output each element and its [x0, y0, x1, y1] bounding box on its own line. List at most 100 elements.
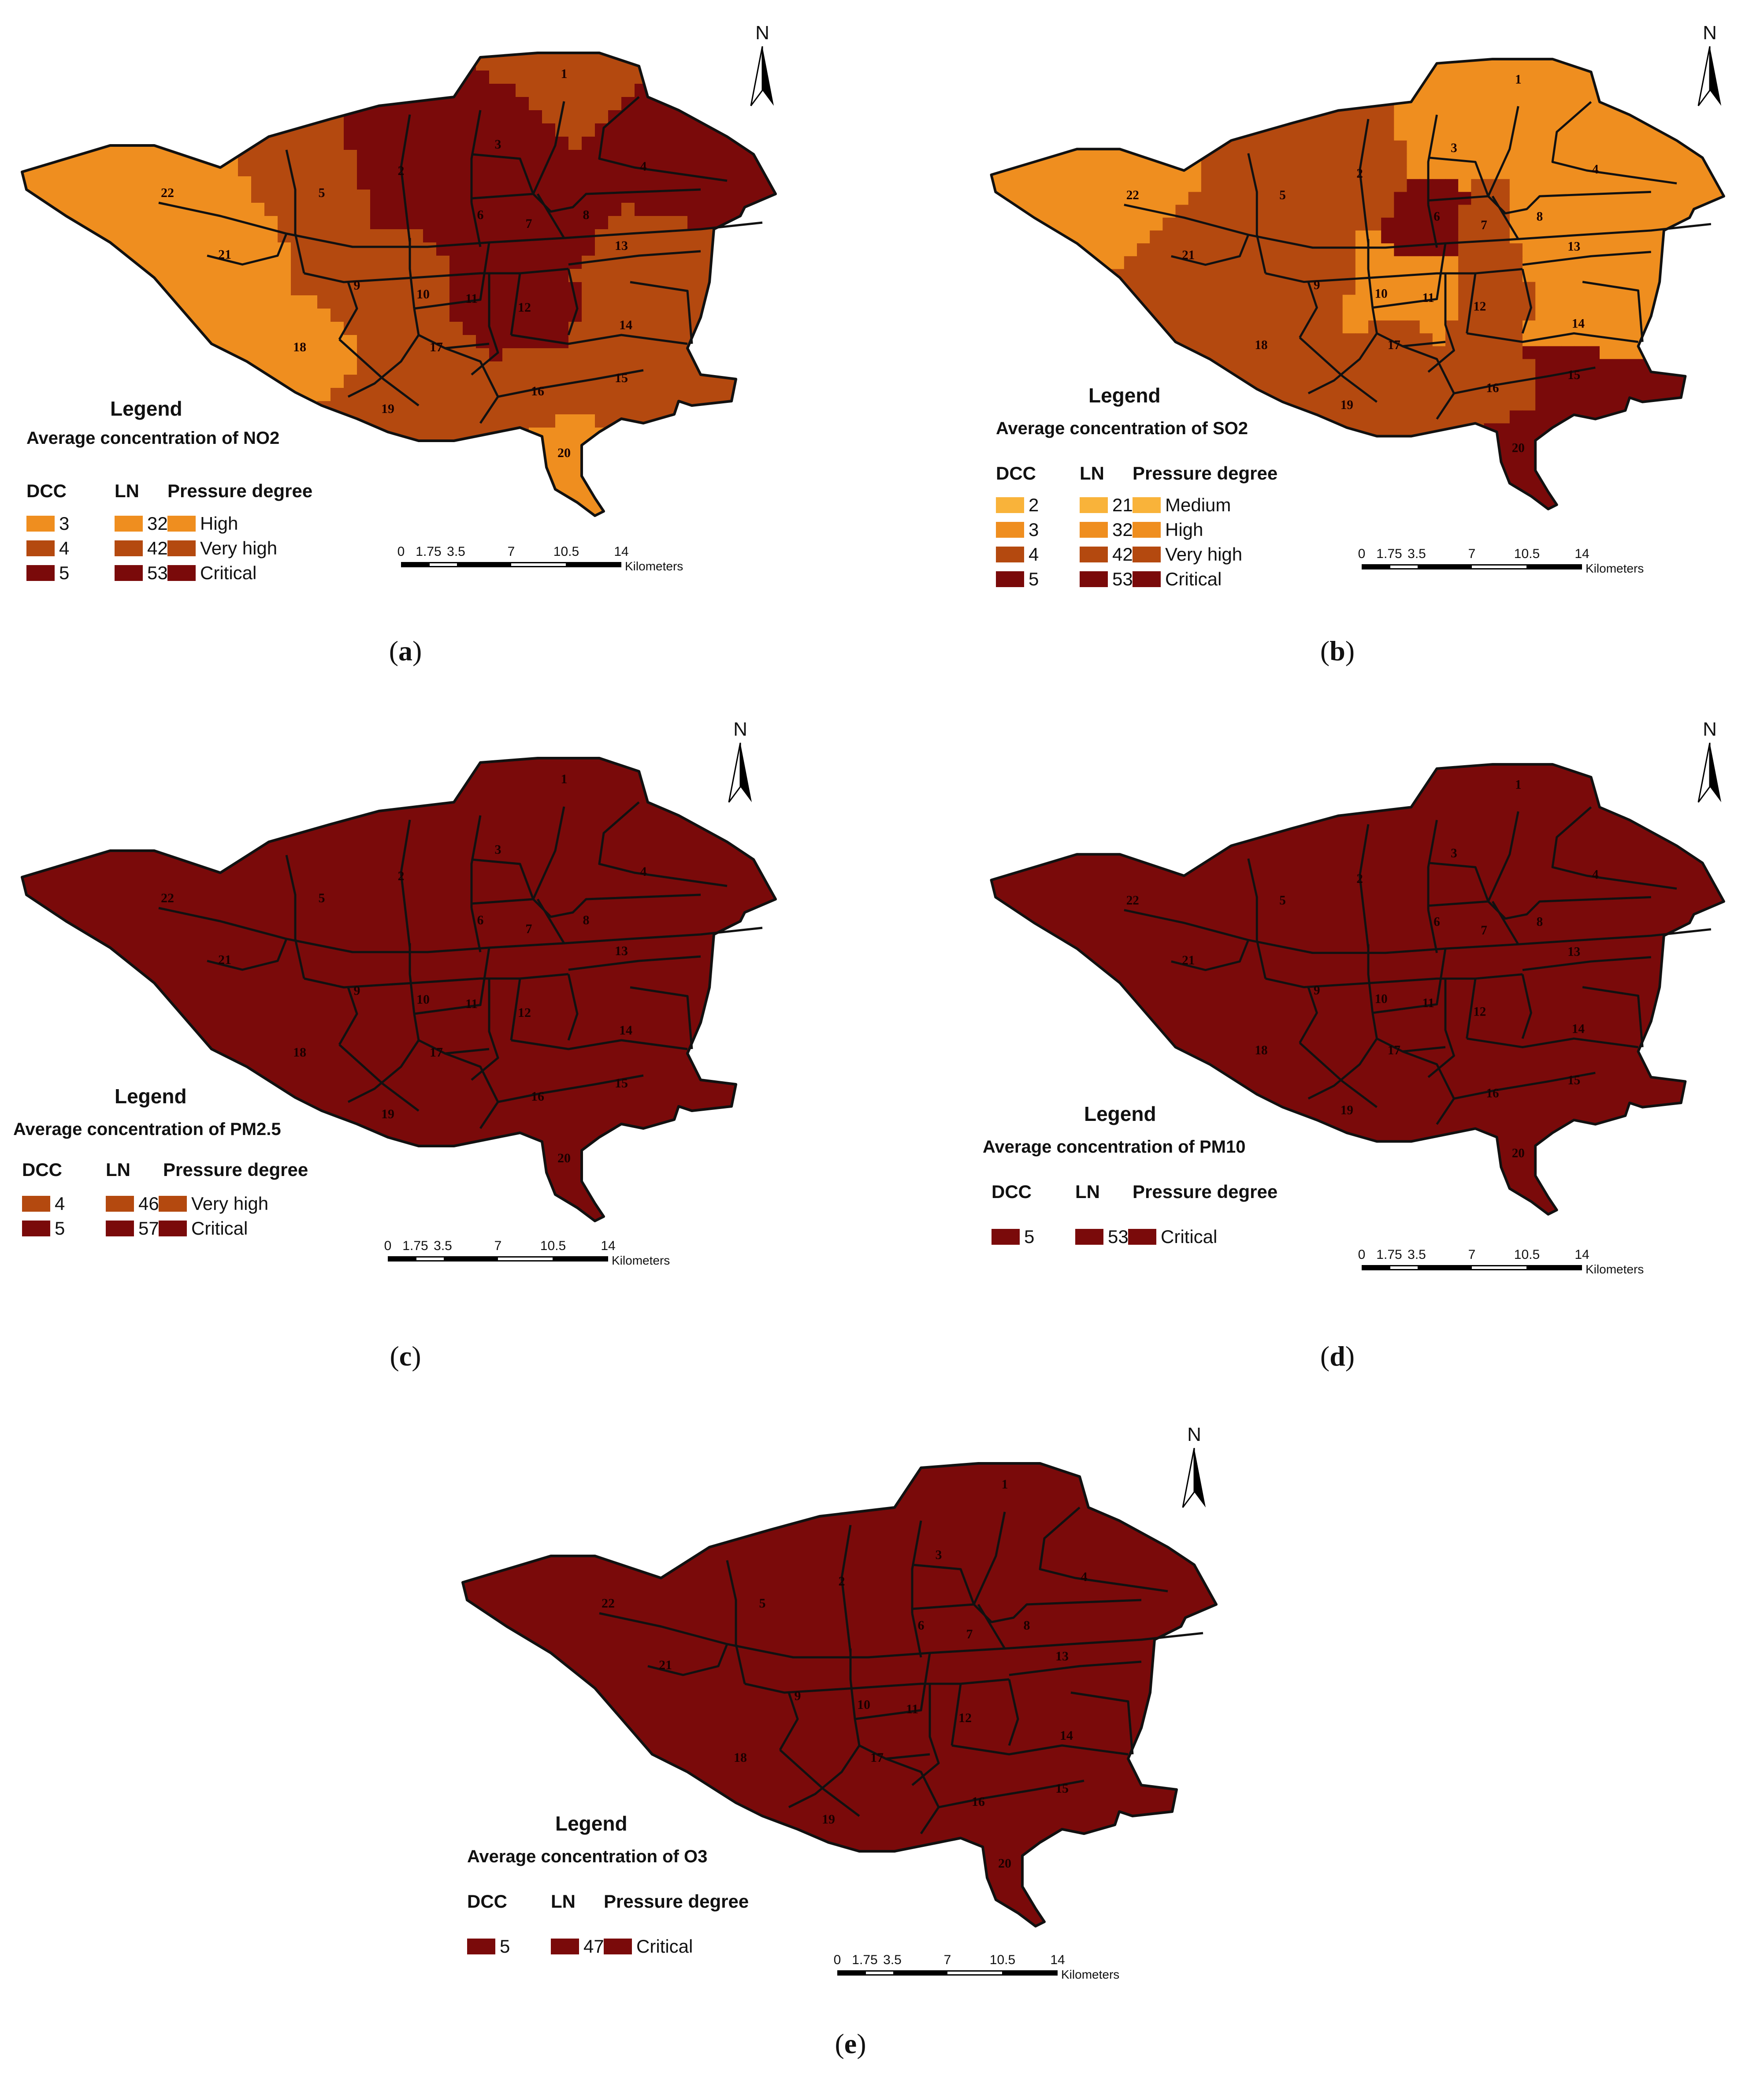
legend-row: 2 21.4 Medium — [996, 494, 1348, 518]
col-ln: LN — [551, 1891, 576, 1912]
district-label: 15 — [615, 1076, 628, 1090]
district-border — [347, 334, 420, 398]
district-border — [470, 815, 482, 908]
legend-swatch — [159, 1221, 187, 1236]
scale-tick-label: 7 — [1468, 547, 1476, 561]
district-label: 6 — [1433, 915, 1440, 929]
legend-dcc-value: 5 — [500, 1936, 510, 1957]
scale-tick-label: 0 — [1358, 1247, 1366, 1262]
scale-unit: Kilometers — [1586, 1262, 1644, 1276]
district-label: 8 — [1024, 1618, 1030, 1633]
legend-row: 5 53.5 Critical — [996, 568, 1348, 592]
panel-a: 1 2 3 4 5 6 7 8 9 10 11 12 13 14 15 16 17 18 19 20 21 22 N Le… — [0, 0, 881, 688]
district-label: 16 — [1486, 1086, 1499, 1100]
scale-segment — [457, 563, 511, 566]
district-border — [536, 898, 565, 944]
district-border — [744, 1678, 1010, 1694]
legend-swatch — [1075, 1229, 1103, 1245]
scale-tick-label: 0 — [1358, 547, 1366, 561]
district-border — [1427, 910, 1438, 953]
legend-row: 5 53.5 Critical — [26, 562, 379, 586]
district-label: 16 — [972, 1794, 985, 1809]
scale-tick-label: 10.5 — [1514, 547, 1540, 561]
district-label: 18 — [293, 340, 306, 354]
district-border — [1487, 811, 1519, 902]
district-label: 6 — [477, 208, 484, 222]
district-border — [1372, 948, 1447, 1014]
district-border — [1371, 1012, 1446, 1053]
north-arrow-icon — [1697, 46, 1721, 106]
scale-tick-label: 0 — [397, 544, 405, 559]
district-border — [1427, 205, 1438, 248]
north-arrow-icon — [1182, 1448, 1206, 1508]
legend-degree-value: Very high — [191, 1193, 269, 1214]
district-label: 19 — [381, 1107, 394, 1121]
legend-row: 3 32.1 High — [26, 512, 379, 537]
panel-d: 1 2 3 4 5 6 7 8 9 10 11 12 13 14 15 16 17 18 19 20 21 22 N Le… — [881, 705, 1764, 1393]
caption-e: (e) — [835, 2028, 866, 2059]
legend-row: 3 32.1 High — [996, 518, 1348, 543]
legend-title: Legend — [1084, 1102, 1156, 1125]
district-border — [1522, 956, 1651, 971]
district-label: 4 — [640, 864, 647, 879]
col-ln: LN — [106, 1159, 130, 1180]
legend-swatch — [996, 547, 1024, 562]
scale-segment — [1002, 1972, 1056, 1974]
col-ln: LN — [1075, 1181, 1100, 1202]
district-border — [951, 1744, 1129, 1756]
legend-swatch — [992, 1229, 1020, 1245]
legend-subtitle: Average concentration of NO2 — [26, 428, 280, 448]
north-arrow: N — [1692, 22, 1727, 110]
scale-segment — [1417, 566, 1472, 568]
district-border — [1299, 281, 1318, 339]
legend-swatch — [106, 1221, 134, 1236]
district-label: 18 — [1255, 1043, 1267, 1057]
district-border — [1402, 1050, 1455, 1125]
district-label: 13 — [1567, 239, 1580, 253]
legend-swatch — [1133, 571, 1161, 587]
district-label: 10 — [1375, 287, 1388, 301]
scale-tick-label: 3.5 — [1407, 547, 1426, 561]
scale-unit: Kilometers — [612, 1254, 670, 1267]
district-border — [409, 943, 416, 1014]
scale-bar-graphic — [401, 562, 621, 567]
district-label: 1 — [1515, 72, 1522, 86]
district-border — [1265, 268, 1523, 283]
district-label: 7 — [966, 1627, 973, 1641]
district-label: 1 — [1002, 1477, 1008, 1492]
scale-tick-label: 3.5 — [434, 1239, 452, 1253]
legend-swatch — [115, 565, 143, 581]
district-label: 15 — [1567, 368, 1580, 382]
legend-swatch — [26, 540, 55, 556]
district-border — [788, 1745, 861, 1809]
district-label: 17 — [1388, 1043, 1400, 1057]
legend-swatch — [106, 1196, 134, 1212]
scale-segment — [1417, 1266, 1472, 1269]
district-border — [158, 201, 763, 248]
district-border — [1522, 251, 1651, 266]
district-border — [1307, 332, 1378, 394]
district-label: 8 — [1537, 915, 1543, 929]
legend-rows: 4 46 Very high 5 57.5 Critical — [22, 1192, 375, 1254]
district-label: 21 — [218, 953, 231, 967]
district-border — [911, 1684, 940, 1786]
district-border — [207, 938, 288, 971]
legend-rows: 5 47.5 Critical — [467, 1935, 820, 1970]
legend-swatch — [1080, 571, 1108, 587]
district-border — [536, 193, 565, 239]
district-border — [1467, 332, 1638, 343]
district-label: 3 — [495, 137, 501, 152]
district-label: 3 — [1451, 846, 1457, 860]
district-label: 5 — [1279, 188, 1286, 202]
legend-swatch — [1080, 497, 1108, 513]
district-label: 13 — [1567, 945, 1580, 959]
district-border — [1124, 204, 1712, 249]
scale-tick-label: 10.5 — [553, 544, 579, 559]
north-label: N — [1187, 1424, 1201, 1445]
legend-swatch — [167, 565, 196, 581]
legend-degree-value: Critical — [1165, 569, 1222, 589]
legend-swatch — [1080, 547, 1108, 562]
district-label: 10 — [1375, 992, 1388, 1006]
district-border — [1171, 234, 1250, 266]
